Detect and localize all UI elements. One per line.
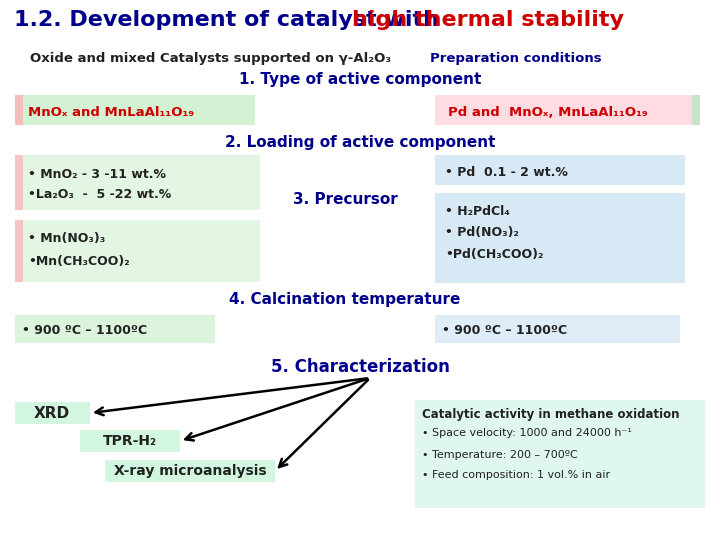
FancyBboxPatch shape bbox=[435, 315, 680, 343]
Text: • MnO₂ - 3 -11 wt.%: • MnO₂ - 3 -11 wt.% bbox=[28, 168, 166, 181]
FancyBboxPatch shape bbox=[15, 220, 260, 282]
Text: Oxide and mixed Catalysts supported on γ-Al₂O₃: Oxide and mixed Catalysts supported on γ… bbox=[30, 52, 391, 65]
FancyBboxPatch shape bbox=[15, 95, 255, 125]
FancyBboxPatch shape bbox=[15, 155, 23, 210]
Text: • 900 ºC – 1100ºC: • 900 ºC – 1100ºC bbox=[22, 323, 147, 336]
Text: • Feed composition: 1 vol.% in air: • Feed composition: 1 vol.% in air bbox=[422, 470, 610, 480]
Text: 2. Loading of active component: 2. Loading of active component bbox=[225, 135, 495, 150]
Text: • Pd  0.1 - 2 wt.%: • Pd 0.1 - 2 wt.% bbox=[445, 165, 568, 179]
FancyBboxPatch shape bbox=[15, 315, 215, 343]
Text: • 900 ºC – 1100ºC: • 900 ºC – 1100ºC bbox=[442, 323, 567, 336]
FancyBboxPatch shape bbox=[15, 220, 23, 282]
Text: •Pd(CH₃COO)₂: •Pd(CH₃COO)₂ bbox=[445, 248, 544, 261]
Text: XRD: XRD bbox=[34, 406, 70, 421]
FancyBboxPatch shape bbox=[15, 155, 260, 210]
FancyBboxPatch shape bbox=[692, 95, 700, 125]
Text: •Mn(CH₃COO)₂: •Mn(CH₃COO)₂ bbox=[28, 255, 130, 268]
Text: TPR-H₂: TPR-H₂ bbox=[103, 434, 157, 448]
FancyBboxPatch shape bbox=[435, 95, 700, 125]
Text: 5. Characterization: 5. Characterization bbox=[271, 358, 449, 376]
Text: 1.2. Development of catalyst with: 1.2. Development of catalyst with bbox=[14, 10, 446, 30]
Text: • Mn(NO₃)₃: • Mn(NO₃)₃ bbox=[28, 232, 105, 245]
Text: Preparation conditions: Preparation conditions bbox=[430, 52, 602, 65]
Text: high thermal stability: high thermal stability bbox=[352, 10, 624, 30]
FancyBboxPatch shape bbox=[80, 430, 180, 452]
FancyBboxPatch shape bbox=[435, 155, 685, 185]
FancyBboxPatch shape bbox=[415, 400, 705, 508]
FancyBboxPatch shape bbox=[105, 460, 275, 482]
Text: • H₂PdCl₄: • H₂PdCl₄ bbox=[445, 205, 510, 218]
Text: 4. Calcination temperature: 4. Calcination temperature bbox=[229, 292, 461, 307]
FancyBboxPatch shape bbox=[435, 193, 685, 283]
FancyBboxPatch shape bbox=[15, 95, 23, 125]
Text: 3. Precursor: 3. Precursor bbox=[292, 192, 397, 207]
Text: • Pd(NO₃)₂: • Pd(NO₃)₂ bbox=[445, 226, 519, 239]
Text: X-ray microanalysis: X-ray microanalysis bbox=[114, 464, 266, 478]
Text: 1. Type of active component: 1. Type of active component bbox=[239, 72, 481, 87]
Text: Pd and  MnOₓ, MnLaAl₁₁O₁₉: Pd and MnOₓ, MnLaAl₁₁O₁₉ bbox=[448, 105, 648, 118]
FancyBboxPatch shape bbox=[15, 402, 90, 424]
Text: MnOₓ and MnLaAl₁₁O₁₉: MnOₓ and MnLaAl₁₁O₁₉ bbox=[28, 105, 194, 118]
Text: • Temperature: 200 – 700ºC: • Temperature: 200 – 700ºC bbox=[422, 450, 577, 460]
Text: Catalytic activity in methane oxidation: Catalytic activity in methane oxidation bbox=[422, 408, 680, 421]
Text: •La₂O₃  -  5 -22 wt.%: •La₂O₃ - 5 -22 wt.% bbox=[28, 188, 171, 201]
Text: • Space velocity: 1000 and 24000 h⁻¹: • Space velocity: 1000 and 24000 h⁻¹ bbox=[422, 428, 632, 438]
